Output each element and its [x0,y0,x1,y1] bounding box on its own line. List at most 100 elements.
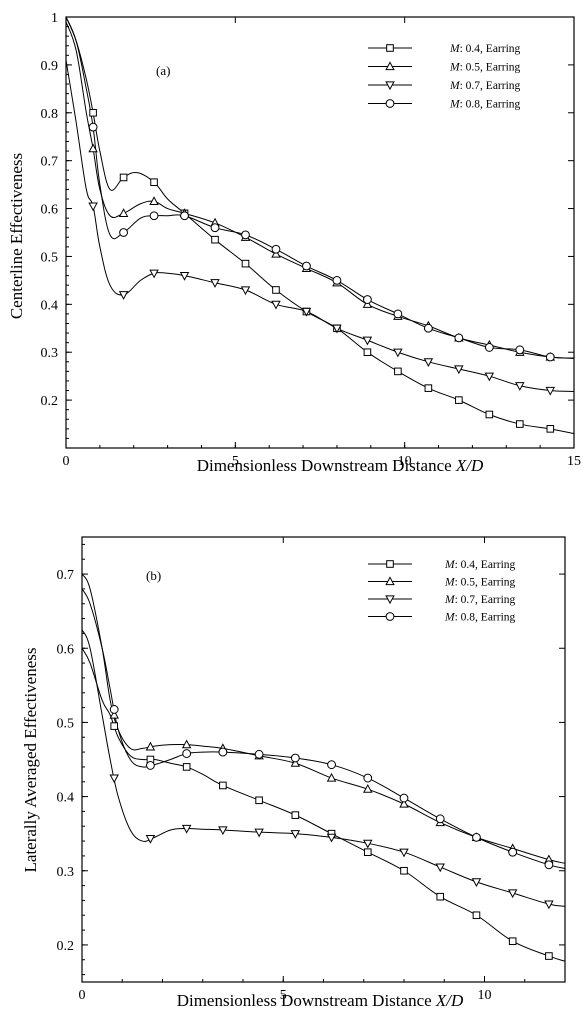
y-axis-title: Centerline Effectiveness [7,153,26,319]
x-tick-label: 5 [280,988,287,1003]
legend-label-prefix: M [444,577,456,589]
data-point-square [150,178,158,187]
data-point-circle [393,309,403,319]
data-point-circle [515,345,525,355]
legend-label-suffix: : 0.8, Earring [455,612,516,624]
data-point-circle [327,760,336,770]
x-tick-label: 0 [79,988,86,1003]
data-point-circle [363,295,372,304]
y-tick-label: 0.6 [41,203,59,218]
y-tick-label: 0.9 [41,59,59,74]
data-point-triangle-down [179,272,190,281]
chart-panel-a: 0 5 10 15 0.2 0.3 0.4 0.5 0.6 0.7 0.8 0.9 1 Dimension… [7,11,581,475]
legend-label-suffix: : 0.4, Earring [455,559,516,571]
axis-ticks: 0 5 10 15 0.2 0.3 0.4 0.5 0.6 0.7 0.8 0.9 1 [41,11,582,469]
x-tick-label: 10 [398,454,412,469]
data-point-square [291,811,300,819]
plot-frame [65,16,575,449]
data-point-square [516,420,524,428]
series-markers [109,705,554,960]
data-point-triangle-down [423,358,434,367]
plot-frame [81,536,566,983]
x-axis-title: Dimensionless Downstream Distance X/D [177,991,464,1010]
data-point-triangle-up [181,739,192,749]
data-point-square [272,286,280,294]
data-point-circle [271,244,281,254]
data-point-triangle-down [515,382,525,391]
data-point-triangle-up [399,798,409,808]
x-tick-label: 0 [63,454,70,469]
legend-marker-triangle-up [385,576,395,586]
legend-marker-circle [385,612,395,621]
data-point-triangle-down [218,826,228,836]
data-point-square [472,911,481,920]
legend-label-suffix: : 0.7, Earring [460,80,521,92]
data-point-triangle-down [109,774,119,784]
data-point-circle [254,749,264,759]
axis-ticks: 0 5 10 0.2 0.3 0.4 0.5 0.6 0.7 [57,537,566,1003]
legend-label-prefix: M [444,559,456,571]
data-point-circle [363,773,373,783]
data-point-triangle-down [545,386,556,396]
y-tick-label: 0.2 [57,939,75,954]
data-point-square [241,259,250,268]
data-point-square [211,235,219,244]
panel-label: (a) [156,63,170,78]
data-point-triangle-down [88,202,98,212]
data-point-triangle-down [393,348,403,358]
data-point-triangle-down [254,828,264,838]
series-line-circle [82,588,565,870]
x-axis-title-text: Dimensionless Downstream Distance [197,456,456,475]
data-point-triangle-down [181,824,192,834]
y-tick-label: 1 [51,11,58,26]
y-tick-label: 0.5 [57,716,75,731]
data-point-triangle-down [454,365,464,375]
x-axis-title: Dimensionless Downstream Distance X/D [197,456,484,475]
legend-label: M: 0.8, Earring [449,99,521,111]
x-tick-label: 10 [478,988,492,1003]
data-point-triangle-down [301,307,312,317]
legend-marker-triangle-down [385,595,395,605]
data-point-square [363,348,372,357]
data-point-triangle-up [145,741,156,751]
legend-label: M: 0.4, Earring [449,43,521,55]
y-tick-label: 0.4 [57,791,75,806]
data-point-triangle-up [118,208,129,217]
data-point-triangle-down [435,863,445,873]
series-markers [88,108,556,433]
data-point-triangle-down [471,878,482,888]
data-point-triangle-down [363,839,373,849]
series-group [82,573,565,962]
data-point-square [400,866,408,875]
legend-label-prefix: M [444,594,456,606]
data-point-square [394,367,402,376]
data-point-circle [119,228,128,237]
x-tick-label: 15 [567,454,581,469]
data-point-circle [332,275,342,285]
data-point-triangle-down [544,900,554,910]
y-tick-label: 0.7 [41,155,59,170]
legend-label: M: 0.4, Earring [444,559,516,571]
data-point-circle [484,343,494,352]
data-point-circle [399,793,409,803]
data-point-circle [182,749,192,758]
data-point-circle [423,323,433,333]
legend-marker-square [386,560,394,568]
legend-marker-circle [385,99,395,108]
data-point-triangle-down [271,300,281,310]
data-point-triangle-down [149,269,159,279]
data-point-triangle-up [326,772,337,782]
panel-label: (b) [146,568,161,583]
y-tick-label: 0.3 [41,346,59,361]
data-point-square [255,796,263,805]
data-point-triangle-down [484,372,495,382]
legend-label-suffix: : 0.5, Earring [460,62,521,74]
data-point-triangle-up [363,784,373,793]
y-tick-label: 0.2 [41,394,59,409]
data-point-triangle-up [88,143,98,153]
data-point-circle [88,122,98,132]
data-point-triangle-down [118,291,129,300]
data-point-circle [545,352,555,362]
y-tick-label: 0.6 [57,642,75,657]
legend-label-prefix: M [444,612,456,624]
